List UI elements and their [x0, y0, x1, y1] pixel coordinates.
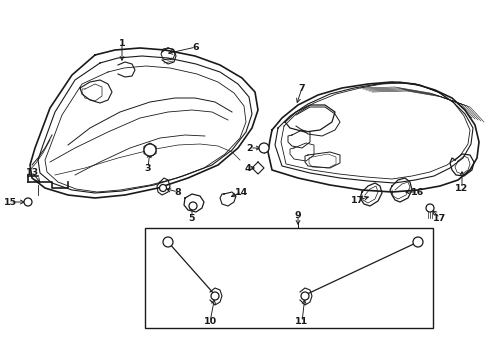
- Circle shape: [159, 185, 166, 192]
- Circle shape: [425, 204, 433, 212]
- Text: 3: 3: [144, 163, 151, 172]
- Circle shape: [301, 292, 308, 300]
- Circle shape: [163, 237, 173, 247]
- Text: 12: 12: [454, 184, 468, 193]
- Circle shape: [412, 237, 422, 247]
- Text: 7: 7: [298, 84, 305, 93]
- Text: 9: 9: [294, 211, 301, 220]
- Text: 2: 2: [246, 144, 253, 153]
- Text: 11: 11: [295, 318, 308, 327]
- Text: 1: 1: [119, 39, 125, 48]
- Circle shape: [143, 144, 156, 156]
- Text: 16: 16: [410, 188, 424, 197]
- Circle shape: [210, 292, 219, 300]
- Text: 17: 17: [351, 195, 364, 204]
- Circle shape: [259, 143, 268, 153]
- Text: 6: 6: [192, 42, 199, 51]
- Text: 10: 10: [203, 318, 216, 327]
- Text: 14: 14: [235, 188, 248, 197]
- Bar: [145, 228, 432, 328]
- Circle shape: [189, 202, 197, 210]
- Text: 15: 15: [3, 198, 17, 207]
- Text: 17: 17: [432, 213, 446, 222]
- Text: 5: 5: [188, 213, 195, 222]
- Circle shape: [24, 198, 32, 206]
- Text: 13: 13: [25, 167, 39, 176]
- Text: 4: 4: [244, 163, 251, 172]
- Text: 8: 8: [174, 188, 181, 197]
